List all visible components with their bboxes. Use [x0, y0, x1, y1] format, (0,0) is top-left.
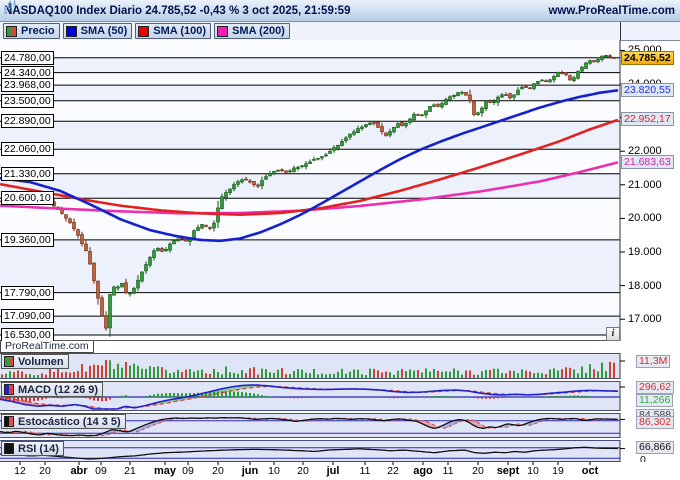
time-axis-label: may: [153, 465, 177, 477]
price-axis-tick-label: 21.000: [628, 179, 662, 191]
sma100-value-box: 22.952,17: [621, 112, 674, 126]
time-axis-label: jun: [241, 465, 259, 477]
price-axis-tick-label: 17.000: [628, 313, 662, 325]
time-axis-label: 11: [442, 465, 454, 477]
title-bar: NASDAQ100 Index Diario 24.785,52 -0,43 %…: [0, 0, 680, 22]
price-level-label[interactable]: 22.060,00: [1, 142, 54, 156]
legend-item-label: SMA (100): [153, 25, 207, 37]
rsi-zero-value-label: 0: [640, 454, 646, 466]
volume-canvas[interactable]: [0, 353, 680, 379]
macd-chip-label: MACD (12 26 9): [18, 383, 99, 396]
price-level-label[interactable]: 23.500,00: [1, 94, 54, 108]
legend-bar: Precio SMA (50) SMA (100) SMA (200): [0, 22, 680, 41]
legend-item-sma-100-[interactable]: SMA (100): [135, 23, 212, 39]
price-axis-tick-label: 22.000: [628, 145, 662, 157]
volume-chip-icon: [4, 356, 14, 367]
macd-settings-chip[interactable]: MACD (12 26 9): [1, 382, 104, 397]
time-axis-label: 20: [39, 465, 51, 477]
time-axis-label: 19: [552, 465, 564, 477]
time-axis-label: abr: [70, 465, 88, 477]
volume-settings-chip[interactable]: Volumen: [1, 354, 69, 369]
time-axis-label: 20: [212, 465, 224, 477]
chart-info-button[interactable]: i: [606, 327, 620, 341]
main-chart-area[interactable]: 24.780,00 24.340,00 23.968,00 23.500,00 22.8…: [0, 40, 680, 342]
macd-value-label: 296,62: [636, 381, 675, 394]
candlestick-logo-icon: [4, 0, 16, 14]
legend-swatch-icon: [138, 25, 150, 37]
time-axis-label: ago: [413, 465, 433, 477]
rsi-settings-chip[interactable]: RSI (14): [1, 441, 64, 456]
macd-chip-icon: [4, 384, 14, 395]
price-level-label[interactable]: 20.600,10: [1, 191, 54, 205]
stochastic-panel[interactable]: Estocástico (14 3 5) 84,588 86,302: [0, 409, 680, 438]
time-axis-label: oct: [581, 465, 599, 477]
time-axis-label: 09: [95, 465, 107, 477]
time-axis-label: jul: [326, 465, 340, 477]
macd-value-label: 11,266: [636, 394, 674, 407]
stochastic-k-value-label: 86,302: [636, 416, 675, 429]
time-axis-label: 09: [182, 465, 194, 477]
volume-panel[interactable]: Volumen 11,3M: [0, 353, 680, 379]
price-level-label[interactable]: 24.340,00: [1, 66, 54, 80]
volume-chip-label: Volumen: [18, 355, 64, 368]
price-level-label[interactable]: 19.360,00: [1, 233, 54, 247]
time-axis-label: 10: [527, 465, 539, 477]
price-level-label[interactable]: 23.968,00: [1, 78, 54, 92]
sma200-value-box: 21.683,63: [621, 155, 674, 169]
time-axis[interactable]: 12 20 abr 09 21 may 09 20 jun 10 20 jul 11 22 ago 11 20 s…: [0, 462, 680, 480]
price-level-label[interactable]: 17.090,00: [1, 309, 54, 323]
legend-item-label: SMA (50): [80, 25, 128, 37]
time-axis-label: 10: [268, 465, 280, 477]
legend-item-sma-50-[interactable]: SMA (50): [62, 23, 133, 39]
price-axis-tick-label: 18.000: [628, 280, 662, 292]
rsi-chip-label: RSI (14): [18, 442, 59, 455]
volume-value-label: 11,3M: [636, 355, 671, 368]
time-axis-label: 11: [359, 465, 371, 477]
legend-item-label: SMA (200): [232, 25, 285, 37]
macd-panel[interactable]: MACD (12 26 9) 296,62 11,266: [0, 381, 680, 411]
macd-canvas[interactable]: [0, 381, 680, 411]
price-axis-tick-label: 20.000: [628, 212, 662, 224]
prorealtime-link[interactable]: www.ProRealTime.com: [548, 4, 675, 17]
legend-swatch-icon: [6, 25, 17, 37]
price-axis-tick-label: 19.000: [628, 246, 662, 258]
time-axis-ticks: [19, 462, 591, 465]
price-level-label[interactable]: 22.890,00: [1, 114, 54, 128]
sma50-value-box: 23.820,55: [621, 83, 674, 97]
legend-swatch-icon: [217, 25, 229, 37]
rsi-value-label: 66,866: [636, 441, 675, 454]
watermark-label: ProRealTime.com: [0, 341, 94, 353]
time-axis-label: 21: [124, 465, 136, 477]
price-level-label[interactable]: 17.790,00: [1, 286, 54, 300]
stochastic-chip-icon: [4, 416, 14, 427]
chart-title: NASDAQ100 Index Diario 24.785,52 -0,43 %…: [4, 4, 351, 17]
price-level-label[interactable]: 21.330,00: [1, 167, 54, 181]
legend-item-precio[interactable]: Precio: [3, 23, 60, 39]
rsi-panel[interactable]: RSI (14) 66,866 0: [0, 440, 680, 466]
legend-swatch-icon: [65, 25, 77, 37]
price-level-label[interactable]: 24.780,00: [1, 51, 54, 65]
time-axis-label: 12: [14, 465, 26, 477]
time-axis-label: 22: [387, 465, 399, 477]
plot-right-border: [620, 22, 621, 40]
stochastic-chip-label: Estocástico (14 3 5): [18, 415, 121, 428]
rsi-chip-icon: [4, 443, 14, 454]
time-axis-label: 20: [472, 465, 484, 477]
time-axis-label: 20: [297, 465, 309, 477]
legend-item-label: Precio: [21, 25, 55, 37]
stochastic-settings-chip[interactable]: Estocástico (14 3 5): [1, 414, 126, 429]
time-axis-label: sept: [496, 465, 520, 477]
legend-item-sma-200-[interactable]: SMA (200): [214, 23, 290, 39]
main-chart-canvas[interactable]: [0, 40, 680, 341]
rsi-canvas[interactable]: [0, 440, 680, 462]
last-price-value-box: 24.785,52: [621, 51, 674, 65]
